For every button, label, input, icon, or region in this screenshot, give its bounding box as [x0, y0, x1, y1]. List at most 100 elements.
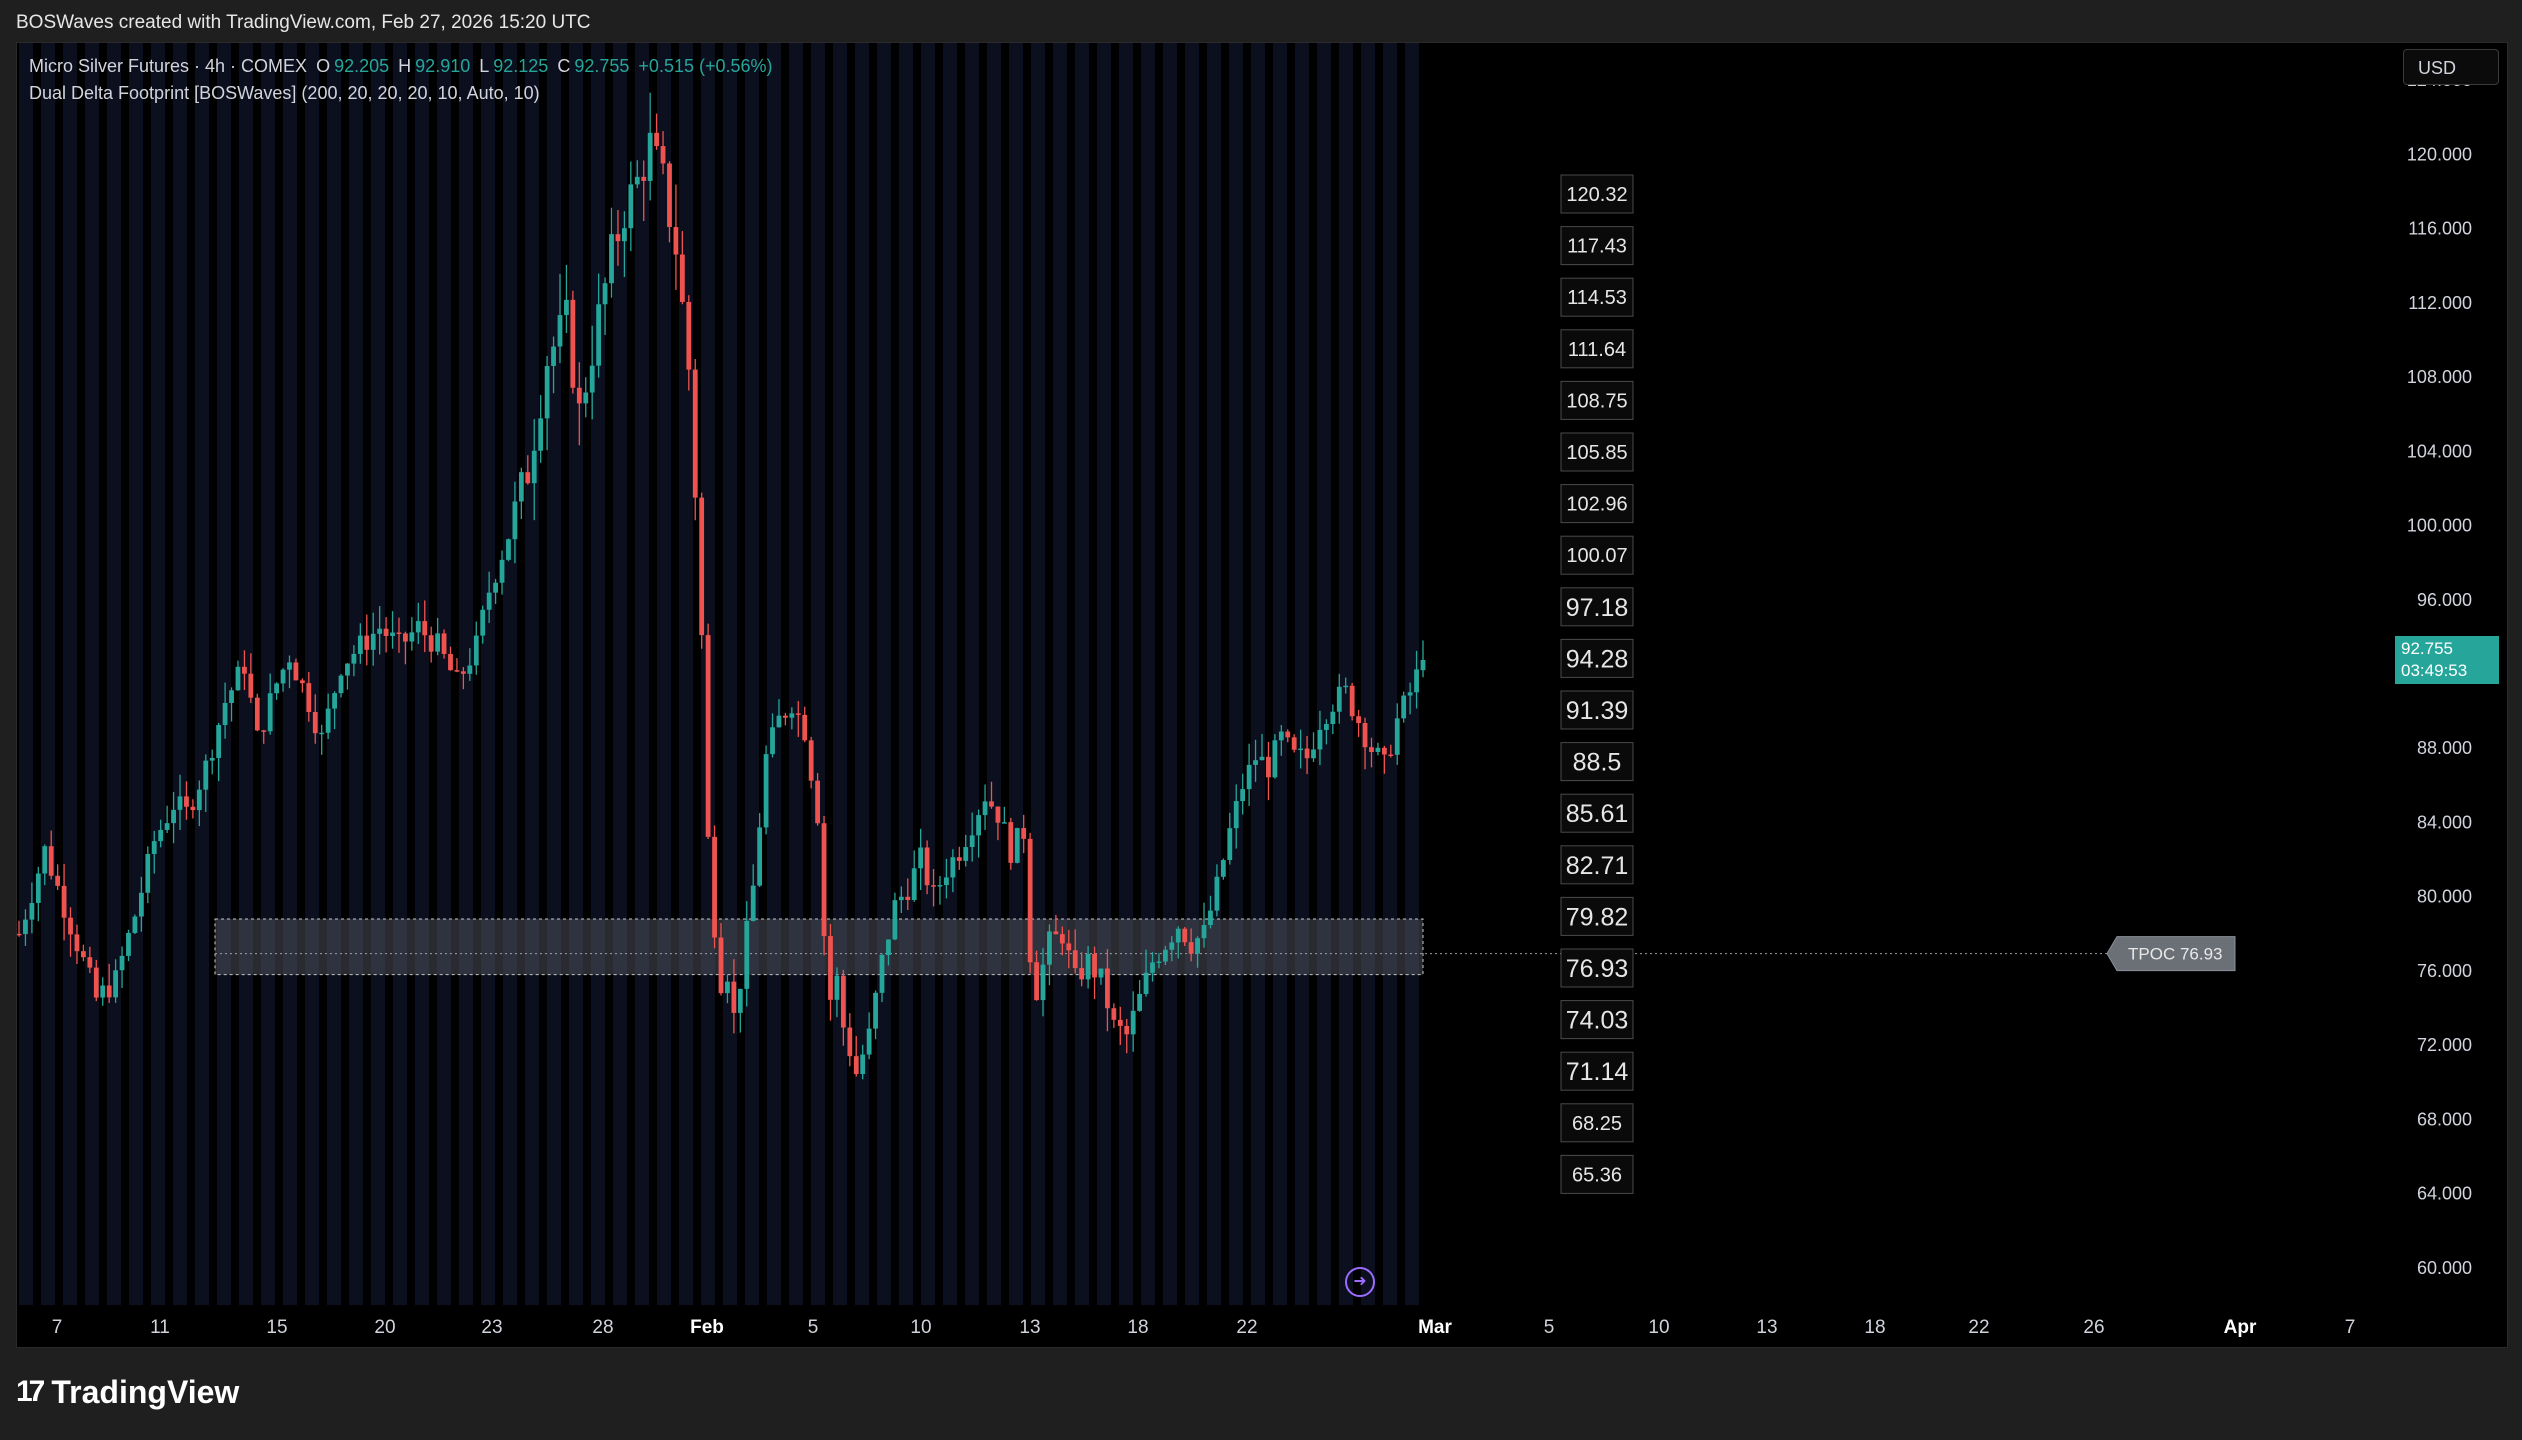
candle-body	[950, 857, 956, 878]
candle-body	[1311, 749, 1316, 759]
candle-body	[1349, 685, 1355, 717]
low-label: L	[479, 56, 490, 76]
candle-body	[821, 823, 827, 937]
candle-body	[1008, 822, 1014, 863]
candle-body	[158, 829, 164, 842]
candle-body	[87, 957, 93, 968]
indicator-title[interactable]: Dual Delta Footprint [BOSWaves] (200, 20…	[29, 83, 540, 103]
candle-body	[1105, 968, 1110, 1009]
candle-body	[654, 132, 659, 147]
session-band	[745, 43, 759, 1305]
candle-body	[306, 683, 312, 712]
candle-body	[145, 853, 151, 893]
symbol-title[interactable]: Micro Silver Futures · 4h · COMEX	[29, 56, 308, 76]
candle-body	[808, 740, 814, 781]
candle-body	[770, 727, 775, 755]
profile-level-label: 79.82	[1566, 903, 1629, 931]
y-axis-tick-label: 104.000	[2407, 441, 2472, 461]
session-band	[1163, 43, 1177, 1305]
session-band	[679, 43, 693, 1305]
profile-level-label: 91.39	[1566, 697, 1629, 725]
session-band	[217, 43, 231, 1305]
close-value: 92.755	[574, 56, 630, 76]
candle-body	[995, 806, 1001, 823]
tradingview-brand[interactable]: 17 TradingView	[16, 1370, 239, 1414]
candle-body	[976, 815, 982, 836]
candle-body	[615, 234, 621, 242]
candle-body	[1059, 934, 1065, 944]
candle-body	[1066, 943, 1072, 951]
last-price-tag: 92.755 03:49:53	[2395, 635, 2499, 684]
x-axis-tick-label: 10	[910, 1317, 931, 1338]
candle-body	[628, 184, 634, 229]
profile-level-label: 85.61	[1566, 800, 1629, 828]
profile-level-label: 68.25	[1572, 1113, 1622, 1135]
profile-level-box	[1560, 690, 1634, 730]
session-band	[1119, 43, 1133, 1305]
candle-body	[1130, 1010, 1136, 1035]
candle-body	[589, 365, 595, 393]
y-axis-tick-label: 60.000	[2417, 1258, 2472, 1278]
session-band	[1251, 43, 1265, 1305]
candle-body	[177, 796, 183, 810]
replay-icon[interactable]: ➜	[1345, 1267, 1375, 1297]
session-band	[1053, 43, 1067, 1305]
candle-body	[499, 559, 505, 583]
profile-level-label: 111.64	[1568, 339, 1626, 361]
candle-body	[853, 1056, 859, 1075]
session-band	[1295, 43, 1309, 1305]
candle-body	[828, 936, 833, 1000]
session-band	[437, 43, 451, 1305]
candle-body	[1343, 685, 1349, 688]
x-axis-tick-label: 13	[1756, 1317, 1777, 1338]
session-band	[173, 43, 187, 1305]
candle-body	[1027, 838, 1033, 963]
candle-body	[338, 675, 344, 694]
candle-body	[293, 662, 299, 681]
candle-body	[634, 176, 640, 185]
candle-body	[789, 713, 795, 718]
candle-body	[383, 628, 389, 636]
candle-body	[1195, 938, 1200, 954]
candle-body	[1098, 968, 1104, 978]
candle-body	[705, 635, 711, 837]
candle-body	[1388, 754, 1394, 757]
profile-level-box	[1560, 174, 1634, 214]
session-band	[965, 43, 979, 1305]
price-chart[interactable]: TPOC 76.93 120.32 117.43 114.53 111.64 108.75…	[17, 43, 2507, 1347]
candle-body	[132, 916, 138, 933]
currency-button[interactable]: USD	[2403, 49, 2499, 85]
candle-body	[1356, 716, 1361, 724]
candle-body	[1156, 961, 1162, 964]
x-axis-tick-label: 23	[481, 1317, 502, 1338]
candle-body	[564, 299, 569, 316]
candle-body	[1214, 876, 1220, 911]
profile-level-label: 88.5	[1573, 749, 1622, 777]
candle-body	[93, 967, 99, 998]
chart-panel[interactable]: TPOC 76.93 120.32 117.43 114.53 111.64 108.75…	[16, 42, 2508, 1348]
candle-body	[435, 633, 441, 652]
candle-body	[486, 592, 492, 610]
profile-level-box	[1560, 277, 1634, 317]
candle-body	[100, 985, 106, 998]
candle-body	[621, 228, 627, 242]
candle-body	[190, 806, 196, 811]
session-band	[1141, 43, 1155, 1305]
session-band	[877, 43, 891, 1305]
candle-body	[551, 346, 556, 366]
tradingview-logo-icon: 17	[16, 1375, 45, 1408]
candle-body	[415, 621, 421, 633]
candle-body	[583, 392, 589, 404]
session-band	[855, 43, 869, 1305]
candle-body	[357, 635, 363, 654]
candle-body	[924, 847, 930, 886]
candle-body	[261, 730, 267, 732]
x-axis-tick-label: 13	[1019, 1317, 1040, 1338]
x-axis-tick-label: Mar	[1418, 1317, 1452, 1338]
session-band	[305, 43, 319, 1305]
profile-level-label: 117.43	[1567, 236, 1627, 258]
candle-body	[1272, 740, 1278, 778]
candle-body	[1079, 968, 1085, 980]
candle-body	[81, 951, 86, 958]
candle-body	[1414, 669, 1419, 693]
